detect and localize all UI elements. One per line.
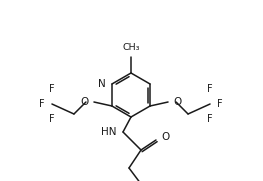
Text: F: F [49,84,55,94]
Text: F: F [217,99,223,109]
Text: O: O [173,97,181,107]
Text: F: F [39,99,45,109]
Text: F: F [207,114,213,124]
Text: F: F [207,84,213,94]
Text: CH₃: CH₃ [122,43,140,52]
Text: HN: HN [102,127,117,137]
Text: O: O [81,97,89,107]
Text: O: O [161,132,169,142]
Text: F: F [49,114,55,124]
Text: N: N [98,79,106,89]
